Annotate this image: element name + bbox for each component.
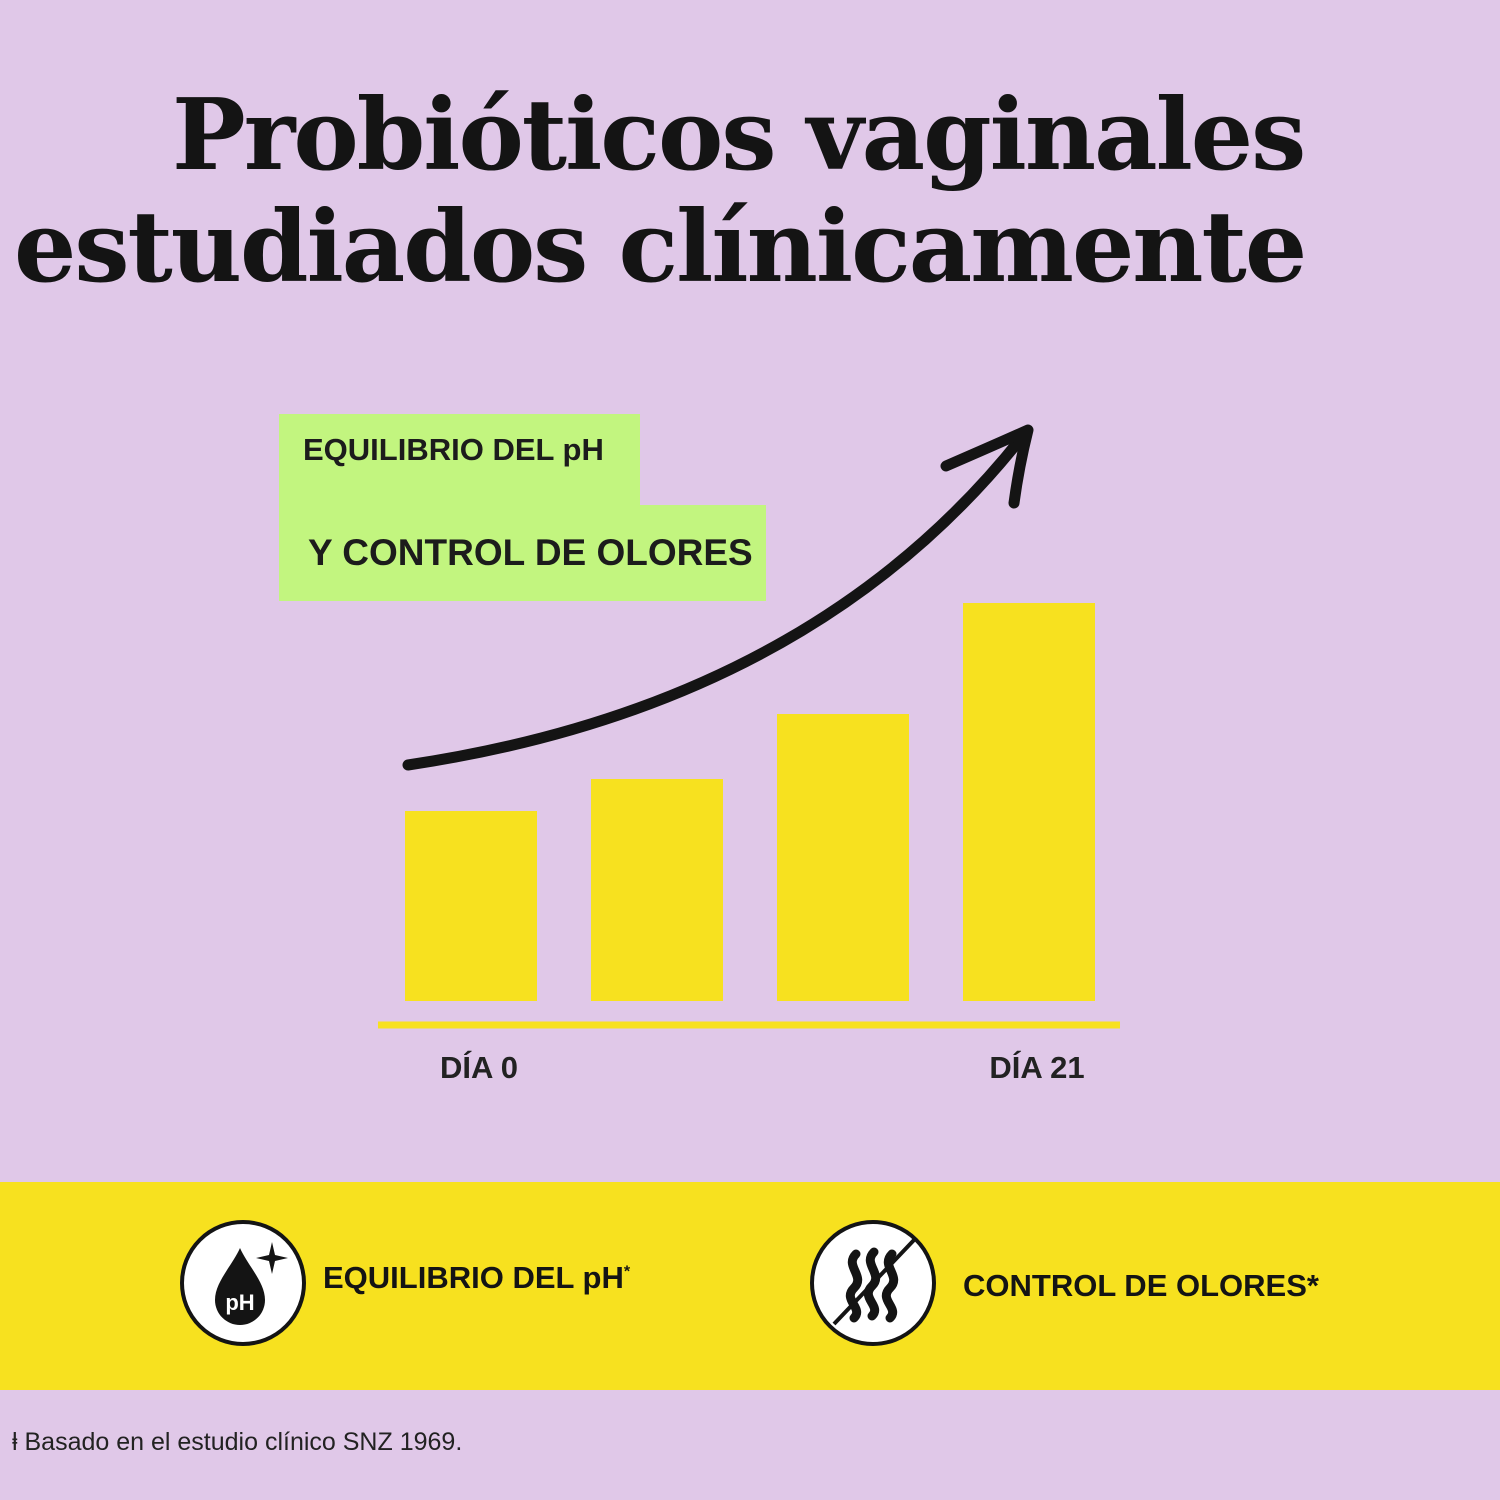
ph-icon-text: pH — [225, 1290, 254, 1315]
ph-drop-icon: pH — [215, 1242, 288, 1325]
bar-2 — [591, 779, 723, 1001]
ph-badge: pH — [180, 1220, 306, 1346]
benefits-band: pH EQUILIBRIO DEL pH* CONTROL DE OLORES* — [0, 1182, 1500, 1390]
highlight-line-1: EQUILIBRIO DEL pH — [303, 432, 604, 467]
trend-arrow-curve — [402, 431, 1028, 771]
highlight-line-2: Y CONTROL DE OLORES — [308, 532, 753, 573]
benefit-label-odor: CONTROL DE OLORES* — [963, 1268, 1319, 1303]
title-line-2: estudiados clínicamente — [14, 190, 1307, 305]
no-odor-icon — [832, 1238, 916, 1326]
sparkle-icon — [256, 1242, 288, 1274]
title-line-1: Probióticos vaginales — [172, 78, 1306, 193]
trend-arrow-head-icon — [940, 424, 1034, 509]
bar-3 — [777, 714, 909, 1001]
x-tick-label-1: DÍA 0 — [440, 1050, 518, 1085]
odor-badge — [810, 1220, 936, 1346]
footnote: ⱡ Basado en el estudio clínico SNZ 1969. — [12, 1428, 463, 1456]
highlight-box-top — [279, 414, 640, 510]
bar-chart: DÍA 0 DÍA 21 — [378, 424, 1120, 1085]
benefit-label-ph: EQUILIBRIO DEL pH* — [323, 1260, 631, 1295]
bar-1 — [405, 811, 537, 1001]
x-tick-label-4: DÍA 21 — [989, 1050, 1084, 1085]
page-title: Probióticos vaginales estudiados clínica… — [0, 80, 1500, 304]
bar-4 — [963, 603, 1095, 1001]
highlight-box-bottom — [279, 505, 766, 601]
